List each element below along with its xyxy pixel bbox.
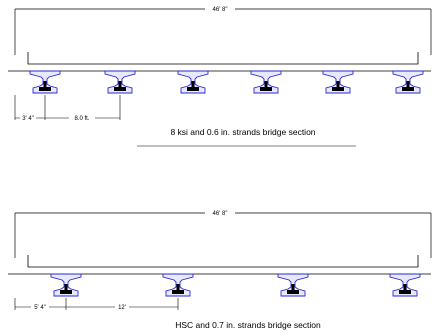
- draped-strand: [291, 284, 295, 290]
- draped-strand: [176, 284, 180, 290]
- strand-group: [260, 87, 272, 91]
- bridge-section-1: 46' 8" 3' 4" 8.0 ft. 8 ksi and 0.6 in. s…: [8, 5, 432, 147]
- girder: [392, 70, 424, 94]
- spacing-label: 12': [118, 305, 126, 311]
- spacing-label: 8.0 ft.: [74, 116, 89, 122]
- strand-group: [114, 87, 126, 91]
- girder: [389, 273, 421, 297]
- draped-strand: [64, 284, 68, 290]
- overhang-label: 3' 4": [22, 116, 34, 122]
- draped-strand: [118, 81, 122, 87]
- girder-group: [50, 273, 421, 297]
- girder: [29, 70, 61, 94]
- draped-strand: [406, 81, 410, 87]
- girder: [322, 70, 354, 94]
- strand-group: [287, 290, 299, 294]
- strand-group: [187, 87, 199, 91]
- deck-slab: [27, 52, 419, 65]
- girder: [162, 273, 194, 297]
- strand-group: [172, 290, 184, 294]
- draped-strand: [191, 81, 195, 87]
- deck-width-label: 46' 8": [213, 211, 228, 217]
- overhang-label: 5' 4": [34, 305, 46, 311]
- strand-group: [39, 87, 51, 91]
- strand-group: [399, 290, 411, 294]
- section-caption: 8 ksi and 0.6 in. strands bridge section: [170, 127, 315, 137]
- girder: [50, 273, 82, 297]
- girder-group: [29, 70, 424, 94]
- girder: [104, 70, 136, 94]
- girder: [250, 70, 282, 94]
- draped-strand: [264, 81, 268, 87]
- draped-strand: [336, 81, 340, 87]
- girder: [277, 273, 309, 297]
- deck-width-label: 46' 8": [213, 7, 228, 13]
- bridge-section-2: 46' 8" 5' 4" 12' HSC and 0.7 in. strands…: [8, 209, 432, 330]
- deck-slab: [27, 255, 419, 268]
- strand-group: [332, 87, 344, 91]
- draped-strand: [43, 81, 47, 87]
- girder: [177, 70, 209, 94]
- draped-strand: [403, 284, 407, 290]
- strand-group: [402, 87, 414, 91]
- strand-group: [60, 290, 72, 294]
- section-caption: HSC and 0.7 in. strands bridge section: [175, 320, 321, 330]
